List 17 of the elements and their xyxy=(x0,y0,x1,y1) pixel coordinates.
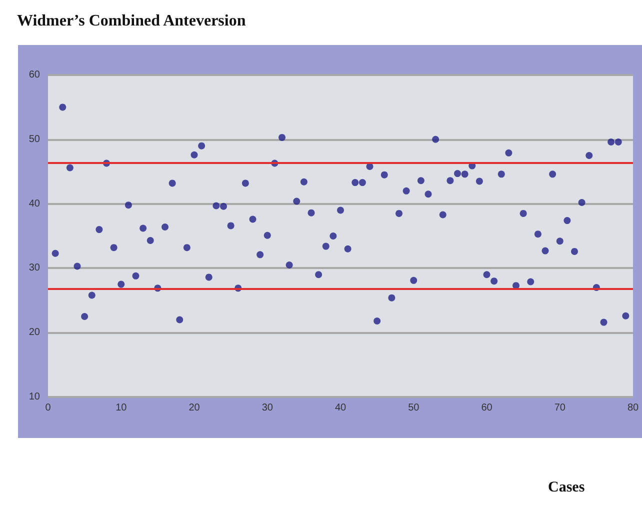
x-tick-label: 30 xyxy=(262,402,274,414)
y-tick-label: 10 xyxy=(28,392,40,402)
y-tick-label: 60 xyxy=(28,70,40,80)
x-tick-label: 20 xyxy=(188,402,200,414)
x-axis-title: Cases xyxy=(548,480,585,496)
x-tick-label: 10 xyxy=(116,402,128,414)
y-tick-label: 40 xyxy=(28,198,40,210)
x-tick-label: 50 xyxy=(408,402,420,414)
x-tick-label: 40 xyxy=(334,402,346,414)
y-tick-label: 20 xyxy=(28,327,40,338)
y-tick-label: 50 xyxy=(28,134,40,145)
x-tick-label: 0 xyxy=(45,402,52,414)
x-tick-label: 60 xyxy=(481,402,493,414)
x-tick-label: 70 xyxy=(554,402,566,414)
chart-title: Widmer’s Combined Anteversion xyxy=(17,12,246,30)
y-tick-label: 30 xyxy=(28,262,40,274)
x-tick-label: 80 xyxy=(627,402,639,414)
